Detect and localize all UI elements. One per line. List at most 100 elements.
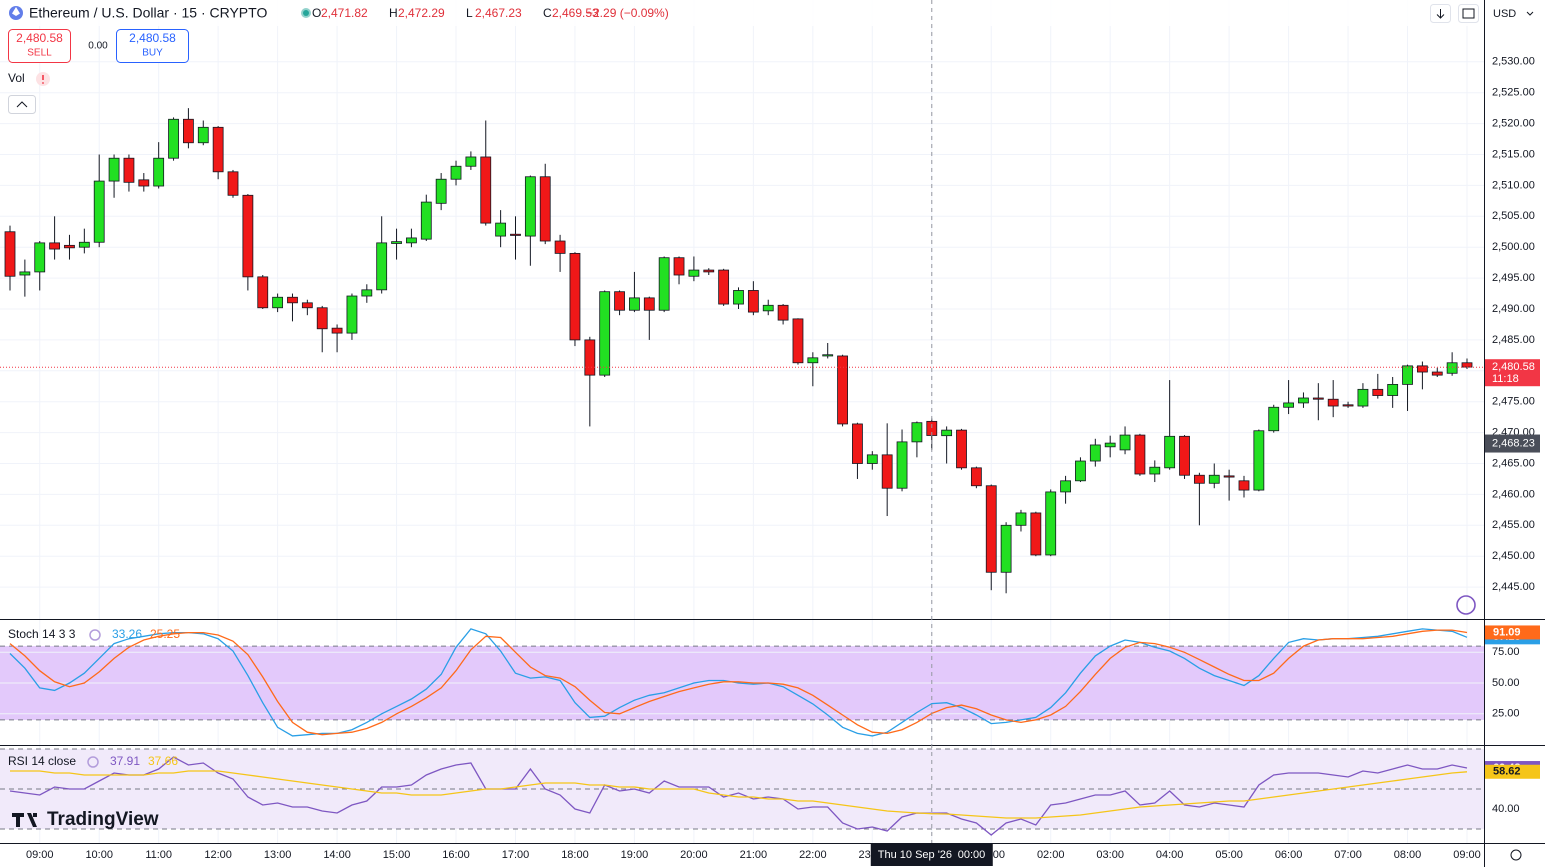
x-tick-label: 18:00 — [561, 849, 589, 861]
sell-label: SELL — [27, 48, 52, 59]
x-tick-label: 09:00 — [26, 849, 54, 861]
rsi-settings-icon[interactable] — [87, 756, 99, 768]
x-tick-label: 07:00 — [1334, 849, 1362, 861]
indicator-last-box — [1485, 625, 1540, 640]
candle-body — [495, 222, 507, 237]
indicator-last-label: 58.62 — [1493, 766, 1521, 778]
settings-icon[interactable] — [1510, 849, 1522, 861]
indicator-legend-value: 25.25 — [150, 627, 180, 641]
candle-body — [822, 354, 834, 357]
candle-body — [1134, 434, 1146, 475]
fullscreen-button[interactable] — [1458, 4, 1479, 23]
candle-body — [287, 296, 298, 304]
candle-body — [599, 291, 611, 376]
candle-body — [212, 126, 224, 173]
candle-body — [34, 242, 46, 273]
candle-body — [1342, 404, 1354, 407]
currency-dropdown — [1526, 11, 1534, 16]
sell-price: 2,480.58 — [16, 31, 63, 45]
candle-body — [673, 257, 685, 276]
y-tick-label: 2,510.00 — [1492, 179, 1535, 191]
candle-body — [197, 126, 209, 144]
x-tick-label: 10:00 — [85, 849, 113, 861]
ohlc-value: 2,469.53 — [552, 6, 599, 20]
stoch-title: Stoch 14 3 3 — [8, 627, 76, 641]
price-change: −2.29 (−0.09%) — [586, 6, 669, 20]
x-tick-label: 22:00 — [799, 849, 827, 861]
x-tick-label: 20:00 — [680, 849, 708, 861]
indicator-legend-value: 37.91 — [110, 754, 140, 768]
candle-body — [703, 269, 715, 273]
candle-body — [183, 118, 194, 144]
candle-body — [510, 233, 521, 236]
crosshair-time: 00:00 — [958, 849, 986, 861]
crosshair-price-label: 2,468.23 — [1492, 437, 1535, 449]
x-tick-label: 21:00 — [740, 849, 768, 861]
symbol-title[interactable]: Ethereum / U.S. Dollar · 15 · CRYPTO — [29, 5, 267, 21]
y-tick-label: 2,485.00 — [1492, 334, 1535, 346]
y-tick-label: 50.00 — [1492, 677, 1520, 689]
y-tick-label: 2,490.00 — [1492, 303, 1535, 315]
candle-body — [1238, 480, 1250, 491]
candle-body — [1193, 474, 1205, 484]
y-tick-label: 2,495.00 — [1492, 272, 1535, 284]
x-tick-label: 17:00 — [502, 849, 530, 861]
candle-body — [524, 176, 536, 237]
brand-logo — [12, 813, 37, 827]
brand-name: TradingView — [47, 809, 159, 830]
last-price-box — [1485, 359, 1540, 387]
ohlc-value: 2,471.82 — [321, 6, 368, 20]
symbol-icon-glyph — [12, 7, 20, 16]
candle-body — [64, 244, 75, 249]
stoch-settings-icon[interactable] — [89, 629, 101, 641]
indicator-legend-value: 33.26 — [112, 627, 142, 641]
x-tick-label: 14:00 — [323, 849, 351, 861]
candle-body — [852, 423, 863, 464]
candle-body — [1253, 430, 1265, 491]
candle-body — [792, 318, 804, 364]
x-tick-label: 15:00 — [383, 849, 411, 861]
y-tick-label: 75.00 — [1492, 646, 1520, 658]
y-tick-label: 2,445.00 — [1492, 581, 1535, 593]
ohlc-key: H — [389, 6, 398, 20]
indicator-line — [10, 770, 1468, 819]
x-tick-label: 05:00 — [1215, 849, 1243, 861]
candle-body — [985, 485, 997, 573]
candle-body — [465, 156, 477, 167]
candle-body — [1357, 388, 1369, 407]
candle-body — [1060, 480, 1071, 493]
sell-button[interactable] — [8, 29, 71, 63]
candle-body — [272, 296, 284, 309]
indicator-line — [9, 628, 1468, 737]
candle-body — [1298, 397, 1309, 404]
collapse-button[interactable] — [8, 95, 36, 114]
candle-body — [1372, 388, 1384, 396]
x-tick-label: 09:00 — [1453, 849, 1481, 861]
crosshair-price-box — [1485, 434, 1540, 453]
spread: 0.00 — [88, 41, 108, 52]
buy-button[interactable] — [116, 29, 189, 63]
candle-body — [242, 194, 254, 278]
crosshair-date: Thu 10 Sep '26 — [878, 849, 952, 861]
y-tick-label: 2,500.00 — [1492, 241, 1535, 253]
y-tick-label: 2,455.00 — [1492, 519, 1535, 531]
candle-body — [866, 454, 878, 464]
candle-body — [346, 295, 358, 334]
candle-body — [93, 180, 105, 243]
candle-body — [1402, 365, 1413, 385]
candle-body — [1015, 512, 1027, 526]
header-backdrop — [0, 0, 1484, 26]
candle-body — [569, 252, 581, 341]
currency[interactable]: USD — [1493, 8, 1516, 20]
ohlc-key: O — [312, 6, 321, 20]
candle-body — [658, 257, 670, 311]
candle-body — [584, 339, 596, 376]
candle-body — [837, 355, 848, 425]
assistant-icon[interactable] — [1456, 595, 1476, 615]
candle-body — [896, 441, 908, 489]
indicator-legend-value: 37.66 — [148, 754, 178, 768]
x-tick-label: 11:00 — [145, 849, 172, 861]
